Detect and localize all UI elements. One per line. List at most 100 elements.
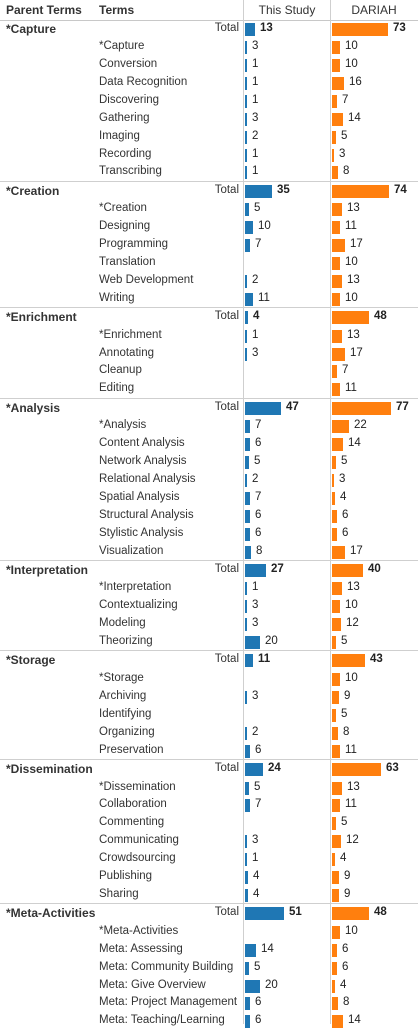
dariah-bar (332, 221, 340, 234)
dariah-bar (332, 113, 343, 126)
this-study-bar (245, 889, 248, 902)
this-study-total-value: 47 (286, 401, 299, 413)
dariah-value: 6 (342, 509, 349, 521)
this-study-column-divider (243, 0, 244, 1024)
dariah-value: 4 (340, 979, 347, 991)
term-label: Content Analysis (99, 437, 185, 449)
term-label: Meta: Assessing (99, 943, 183, 955)
term-label: Designing (99, 220, 151, 232)
this-study-value: 5 (254, 781, 261, 793)
dariah-value: 10 (345, 256, 358, 268)
dariah-bar (332, 546, 345, 559)
this-study-bar (245, 221, 253, 234)
dariah-bar (332, 131, 336, 144)
this-study-value: 7 (255, 419, 262, 431)
this-study-value: 8 (256, 545, 263, 557)
term-label: Theorizing (99, 635, 153, 647)
this-study-value: 1 (252, 76, 259, 88)
this-study-value: 7 (255, 238, 262, 250)
term-label: *Capture (99, 40, 145, 52)
dariah-bar (332, 474, 334, 487)
dariah-column-divider (330, 0, 331, 1024)
dariah-value: 17 (350, 545, 363, 557)
dariah-value: 10 (345, 58, 358, 70)
this-study-bar (245, 239, 250, 252)
parent-term-label: *Creation (6, 184, 60, 198)
this-study-value: 6 (255, 1014, 262, 1026)
dariah-bar (332, 348, 345, 361)
this-study-bar (245, 510, 250, 523)
term-label: *Analysis (99, 419, 147, 431)
term-label: Translation (99, 256, 156, 268)
dariah-bar (332, 510, 337, 523)
dariah-value: 13 (347, 329, 360, 341)
dariah-value: 10 (345, 925, 358, 937)
dariah-bar (332, 871, 339, 884)
dariah-bar (332, 944, 337, 957)
this-study-bar (245, 782, 249, 795)
terms-header: Terms (99, 3, 135, 17)
this-study-value: 3 (252, 40, 259, 52)
term-label: Meta: Give Overview (99, 979, 206, 991)
dariah-bar (332, 59, 340, 72)
dariah-bar (332, 528, 337, 541)
term-label: Discovering (99, 94, 160, 106)
term-label: *Enrichment (99, 329, 162, 341)
this-study-bar (245, 546, 251, 559)
this-study-bar (245, 492, 250, 505)
dariah-bar (332, 745, 340, 758)
group-separator (0, 903, 418, 904)
term-label: Imaging (99, 130, 140, 142)
table-header: Parent Terms Terms This Study DARIAH (0, 0, 418, 21)
dariah-bar (332, 980, 335, 993)
dariah-value: 11 (345, 798, 357, 810)
this-study-value: 1 (252, 329, 259, 341)
this-study-bar (245, 203, 249, 216)
this-study-bar (245, 1015, 250, 1028)
dariah-bar (332, 420, 349, 433)
dariah-total-bar (332, 402, 391, 415)
this-study-bar (245, 582, 247, 595)
this-study-total-bar (245, 23, 255, 36)
dariah-value: 11 (345, 744, 357, 756)
term-label: Web Development (99, 274, 194, 286)
term-label: Writing (99, 292, 135, 304)
dariah-value: 6 (342, 961, 349, 973)
dariah-header: DARIAH (351, 3, 397, 17)
term-label: Contextualizing (99, 599, 178, 611)
this-study-value: 3 (252, 690, 259, 702)
this-study-value: 4 (253, 888, 260, 900)
this-study-value: 11 (258, 292, 270, 304)
parent-term-label: *Analysis (6, 401, 61, 415)
this-study-bar (245, 962, 249, 975)
term-label: Crowdsourcing (99, 852, 176, 864)
dariah-bar (332, 926, 340, 939)
term-label: Collaboration (99, 798, 167, 810)
this-study-total-bar (245, 311, 248, 324)
parent-terms-header: Parent Terms (6, 3, 82, 17)
this-study-bar (245, 944, 256, 957)
dariah-bar (332, 799, 340, 812)
dariah-bar (332, 600, 340, 613)
dariah-total-value: 77 (396, 401, 409, 413)
dariah-value: 13 (347, 781, 360, 793)
total-label: Total (214, 653, 239, 665)
this-study-bar (245, 149, 247, 162)
term-label: Recording (99, 148, 152, 160)
this-study-bar (245, 77, 247, 90)
dariah-bar (332, 239, 345, 252)
this-study-total-value: 24 (268, 762, 281, 774)
term-label: *Meta-Activities (99, 925, 179, 937)
dariah-value: 8 (343, 726, 350, 738)
group-separator (0, 650, 418, 651)
dariah-value: 11 (345, 220, 357, 232)
group-separator (0, 181, 418, 182)
term-label: Editing (99, 382, 135, 394)
this-study-total-bar (245, 402, 281, 415)
dariah-value: 10 (345, 292, 358, 304)
this-study-bar (245, 438, 250, 451)
this-study-bar (245, 799, 250, 812)
dariah-bar (332, 582, 342, 595)
this-study-bar (245, 166, 247, 179)
term-label: Annotating (99, 347, 154, 359)
